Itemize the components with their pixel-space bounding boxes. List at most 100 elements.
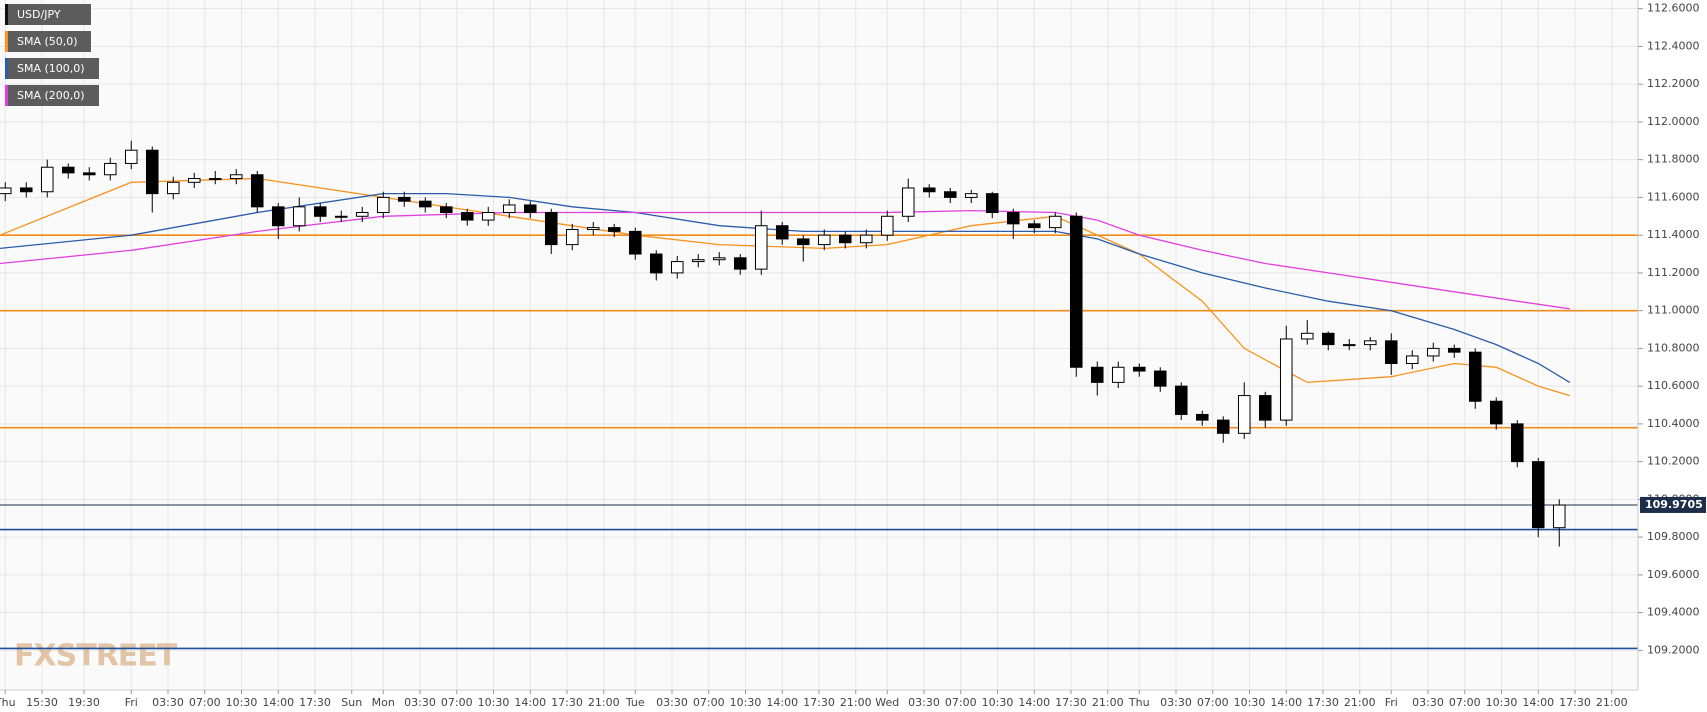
- candle-body: [82, 172, 96, 176]
- x-tick-label: 14:00: [1522, 696, 1554, 709]
- y-tick-label: 110.6000: [1647, 379, 1700, 392]
- y-tick-label: 112.0000: [1647, 115, 1700, 128]
- candle-body: [355, 212, 369, 217]
- candle-body: [1342, 344, 1356, 347]
- y-tick-label: 111.2000: [1647, 266, 1700, 279]
- legend-label: SMA (50,0): [17, 35, 78, 48]
- x-tick-label: Sun: [341, 696, 362, 709]
- candle-body: [523, 204, 537, 214]
- legend-label: USD/JPY: [17, 8, 61, 21]
- candle-body: [817, 234, 831, 246]
- candle-body: [649, 253, 663, 274]
- candle-body: [334, 215, 348, 218]
- y-tick-label: 109.8000: [1647, 530, 1700, 543]
- x-tick-label: 03:30: [908, 696, 940, 709]
- x-tick-label: 17:30: [803, 696, 835, 709]
- candle-body: [964, 193, 978, 198]
- watermark: FXSTREET: [14, 639, 178, 674]
- y-tick-label: 111.6000: [1647, 190, 1700, 203]
- candle-body: [1237, 395, 1251, 434]
- x-tick-label: 10:30: [226, 696, 258, 709]
- candle-body: [670, 261, 684, 274]
- y-tick-label: 112.6000: [1647, 2, 1700, 15]
- candle-body: [1111, 366, 1125, 383]
- x-tick-label: 07:00: [945, 696, 977, 709]
- x-tick-label: 21:00: [588, 696, 620, 709]
- candle-body: [586, 227, 600, 230]
- candle-body: [565, 228, 579, 246]
- legend-label: SMA (100,0): [17, 62, 85, 75]
- candle-body: [397, 196, 411, 202]
- candle-body: [1426, 347, 1440, 357]
- candle-body: [1216, 419, 1230, 434]
- candle-body: [1300, 332, 1314, 340]
- marks: [0, 140, 1638, 650]
- candle-body: [292, 206, 306, 227]
- candle-body: [250, 174, 264, 208]
- candle-body: [1384, 340, 1398, 364]
- candle-body: [775, 225, 789, 240]
- x-tick-label: 03:30: [656, 696, 688, 709]
- candle-body: [1468, 351, 1482, 402]
- x-tick-label: 21:00: [1344, 696, 1376, 709]
- x-tick-label: 14:00: [262, 696, 294, 709]
- candle-body: [103, 162, 117, 176]
- candle-body: [1510, 423, 1524, 463]
- candle-body: [1531, 461, 1545, 529]
- x-tick-label: 21:00: [840, 696, 872, 709]
- candle-body: [796, 238, 810, 246]
- candle-body: [1321, 332, 1335, 346]
- candle-body: [1090, 366, 1104, 383]
- x-tick-label: 15:30: [26, 696, 58, 709]
- candle-body: [922, 187, 936, 193]
- candle-body: [418, 200, 432, 208]
- x-tick-label: 21:00: [1092, 696, 1124, 709]
- x-tick-label: 07:00: [441, 696, 473, 709]
- x-tick-label: 07:00: [189, 696, 221, 709]
- candle-body: [376, 196, 390, 214]
- x-tick-label: 03:30: [404, 696, 436, 709]
- candle-body: [544, 212, 558, 246]
- y-tick-label: 109.6000: [1647, 568, 1700, 581]
- y-tick-label: 111.4000: [1647, 228, 1700, 241]
- candle-body: [61, 166, 75, 174]
- x-tick-label: Tue: [625, 696, 645, 709]
- x-tick-label: Fri: [125, 696, 138, 709]
- candle-body: [1279, 338, 1293, 421]
- candle-body: [943, 191, 957, 198]
- legend-box: [5, 4, 91, 25]
- x-tick-label: 10:30: [1234, 696, 1266, 709]
- legend-box: [5, 85, 99, 106]
- legend-label: SMA (200,0): [17, 89, 85, 102]
- x-tick-label: 07:00: [1449, 696, 1481, 709]
- y-tick-label: 112.2000: [1647, 77, 1700, 90]
- candle-body: [271, 206, 285, 227]
- x-tick-label: Wed: [875, 696, 899, 709]
- candle-body: [628, 230, 642, 255]
- x-tick-label: Fri: [1385, 696, 1398, 709]
- x-tick-label: 03:30: [152, 696, 184, 709]
- x-tick-label: 10:30: [730, 696, 762, 709]
- x-tick-label: 07:00: [693, 696, 725, 709]
- sma-line: [0, 192, 1571, 383]
- x-tick-label: 14:00: [1018, 696, 1050, 709]
- x-tick-label: 14:00: [514, 696, 546, 709]
- x-tick-label: 17:30: [551, 696, 583, 709]
- y-tick-label: 110.8000: [1647, 341, 1700, 354]
- x-tick-label: 10:30: [982, 696, 1014, 709]
- x-tick-label: 17:30: [1307, 696, 1339, 709]
- y-tick-label: 109.2000: [1647, 643, 1700, 656]
- x-tick-label: 21:00: [1596, 696, 1628, 709]
- candle-body: [838, 234, 852, 244]
- candle-body: [607, 227, 621, 232]
- candle-body: [901, 187, 915, 217]
- x-tick-label: Mon: [372, 696, 395, 709]
- legend-swatch: [5, 4, 8, 25]
- candle-body: [1027, 223, 1041, 229]
- candle-body: [124, 149, 138, 164]
- candle-body: [1489, 400, 1503, 425]
- x-tick-label: 14:00: [766, 696, 798, 709]
- candle-body: [313, 206, 327, 217]
- last-price-label: 109.9705: [1645, 498, 1703, 511]
- candle-body: [0, 187, 12, 195]
